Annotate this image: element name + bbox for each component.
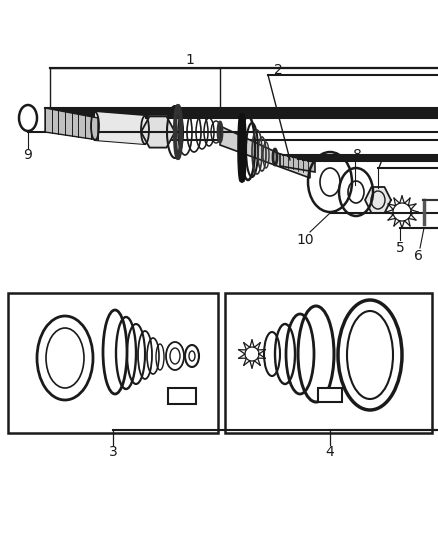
Text: 6: 6 <box>413 249 422 263</box>
Polygon shape <box>220 126 310 178</box>
Polygon shape <box>141 116 175 148</box>
Text: 1: 1 <box>186 53 194 67</box>
Text: 8: 8 <box>353 148 361 162</box>
Text: 4: 4 <box>325 445 334 459</box>
Text: 7: 7 <box>376 156 385 170</box>
Bar <box>225 293 432 433</box>
Polygon shape <box>365 187 391 213</box>
Bar <box>168 388 196 404</box>
Bar <box>318 388 342 402</box>
Text: 5: 5 <box>396 241 404 255</box>
Polygon shape <box>95 112 145 144</box>
Text: 10: 10 <box>296 233 314 247</box>
Text: 3: 3 <box>109 445 117 459</box>
Text: 2: 2 <box>274 63 283 77</box>
Text: 9: 9 <box>24 148 32 162</box>
Bar <box>8 293 218 433</box>
Polygon shape <box>280 154 315 172</box>
Polygon shape <box>45 108 98 140</box>
